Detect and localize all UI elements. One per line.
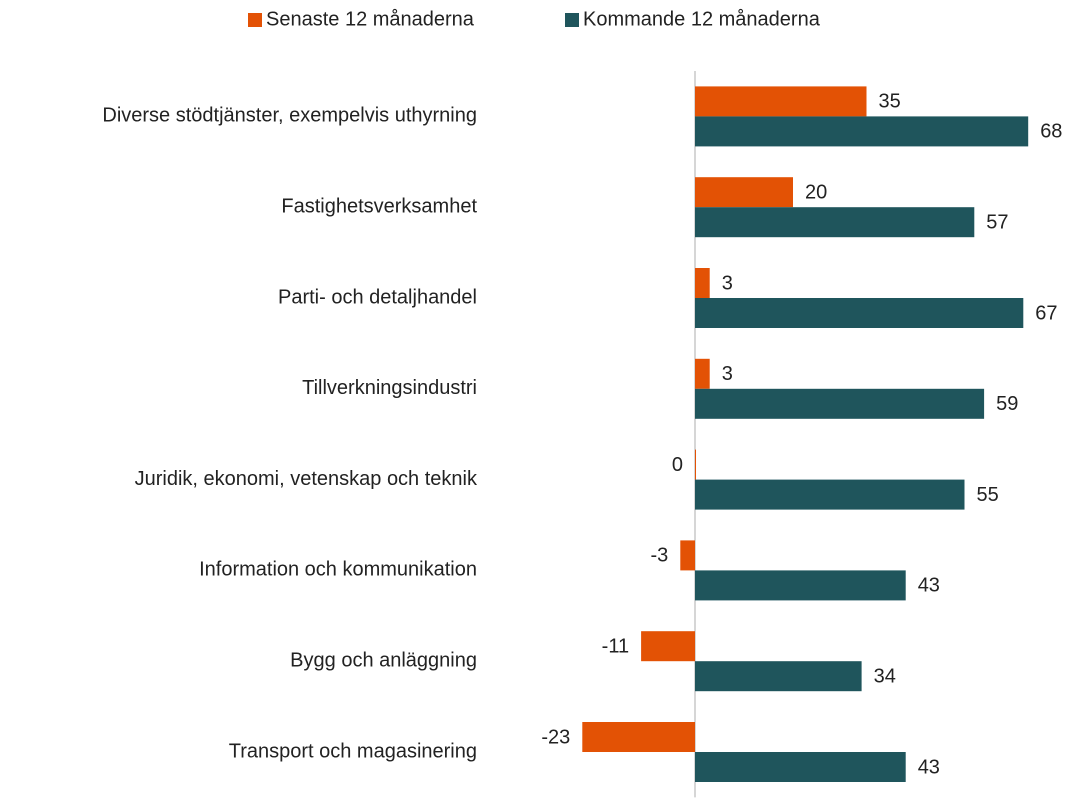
value-label: 3 [722,363,733,385]
bar [695,298,1024,328]
bar [695,570,906,601]
category-label: Juridik, ekonomi, vetenskap och teknik [135,468,478,490]
bar [695,116,1029,147]
value-label: 67 [1035,302,1057,324]
bar [680,540,695,571]
category-label: Information och kommunikation [199,559,477,581]
value-label: 57 [986,211,1008,233]
category-label: Transport och magasinering [229,740,477,762]
legend-swatch [565,13,579,27]
value-label: 3 [722,272,733,294]
category-label: Bygg och anläggning [290,649,477,671]
value-label: 0 [672,454,683,476]
value-label: 68 [1040,121,1062,143]
bar [695,661,862,692]
value-label: -3 [651,545,669,567]
category-label: Diverse stödtjänster, exempelvis uthyrni… [102,105,477,127]
bar [695,449,696,480]
value-label: 43 [918,756,940,778]
legend-label: Senaste 12 månaderna [266,8,475,30]
value-label: 34 [874,665,896,687]
legend-swatch [248,13,262,27]
legend-label: Kommande 12 månaderna [583,8,821,30]
value-label: 59 [996,393,1018,415]
bar [695,86,867,117]
bar [695,177,793,208]
value-label: 43 [918,575,940,597]
category-label: Fastighetsverksamhet [281,195,477,217]
category-label: Tillverkningsindustri [302,377,477,399]
bar [695,358,710,389]
value-label: -23 [541,726,570,748]
bar [695,479,965,510]
value-label: -11 [602,635,629,657]
value-label: 55 [977,484,999,506]
bar [695,388,985,419]
value-label: 20 [805,181,827,203]
category-label: Parti- och detaljhandel [278,286,477,308]
value-label: 35 [879,91,901,113]
bar [582,722,695,752]
bar [695,268,710,298]
bar [641,631,695,662]
bar [695,752,906,782]
bar [695,207,975,238]
